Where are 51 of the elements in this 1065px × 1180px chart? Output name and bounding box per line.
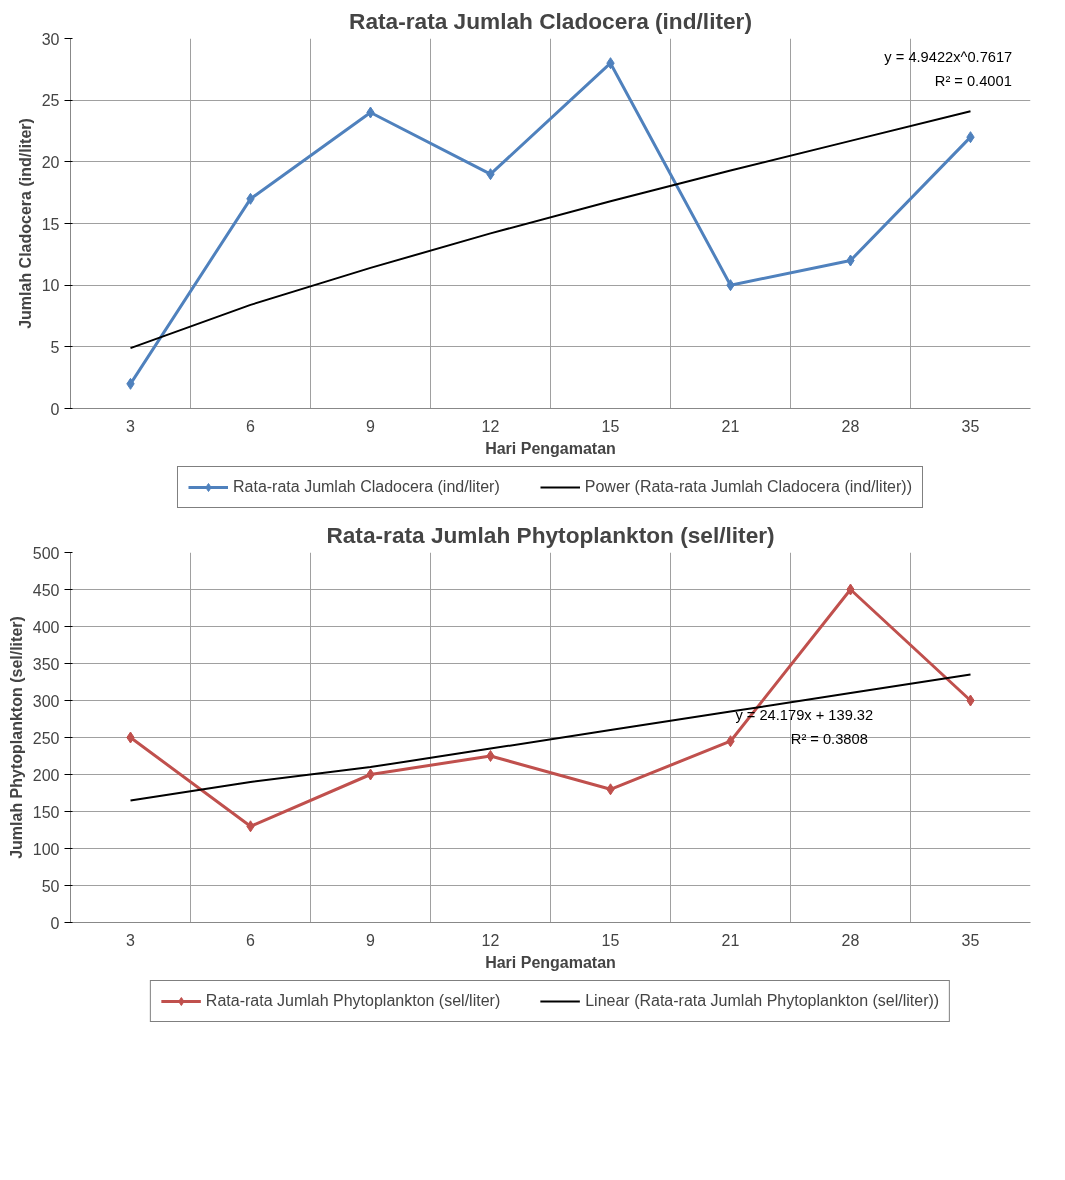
y-tick-label: 200 xyxy=(32,766,60,784)
y-tick-label: 15 xyxy=(41,215,60,233)
y-tick-label: 300 xyxy=(32,692,60,710)
annotation: y = 4.9422x^0.7617 xyxy=(884,49,1013,65)
y-tick-label: 10 xyxy=(41,277,60,295)
x-tick-label: 6 xyxy=(246,417,256,435)
point xyxy=(486,750,495,762)
x-tick-label: 21 xyxy=(721,417,740,435)
x-axis-title: Hari Pengamatan xyxy=(485,953,616,971)
x-tick-label: 3 xyxy=(126,931,136,949)
y-tick-label: 25 xyxy=(41,92,60,110)
line-series xyxy=(129,673,972,802)
y-tick-label: 30 xyxy=(41,30,60,48)
annotation: y = 24.179x + 139.32 xyxy=(735,707,874,724)
chart-title: Rata-rata Jumlah Phytoplankton (sel/liter) xyxy=(326,521,775,548)
x-tick-label: 28 xyxy=(841,931,860,949)
x-tick-label: 6 xyxy=(246,931,256,949)
x-tick-label: 15 xyxy=(601,417,620,435)
y-tick-label: 20 xyxy=(41,153,60,171)
y-tick-label: 350 xyxy=(32,655,60,673)
y-tick-label: 0 xyxy=(50,400,60,418)
x-tick-label: 35 xyxy=(961,417,980,435)
y-tick-label: 250 xyxy=(32,729,60,747)
x-tick-label: 12 xyxy=(481,931,500,949)
x-tick-label: 3 xyxy=(126,417,136,435)
legend-label: Linear (Rata-rata Jumlah Phytoplankton (sel/liter)) xyxy=(585,991,940,1010)
y-tick-label: 5 xyxy=(50,338,60,356)
x-axis-title: Hari Pengamatan xyxy=(485,439,616,457)
y-tick-label: 150 xyxy=(32,803,60,821)
x-tick-label: 12 xyxy=(481,417,500,435)
y-tick-label: 0 xyxy=(50,914,60,932)
y-tick-label: 450 xyxy=(32,581,60,599)
y-tick-label: 100 xyxy=(32,840,60,858)
x-tick-label: 9 xyxy=(366,931,376,949)
y-axis-title: Jumlah Phytoplankton (sel/liter) xyxy=(7,616,25,859)
annotation: R² = 0.3808 xyxy=(790,731,868,748)
annotation: R² = 0.4001 xyxy=(934,73,1012,89)
y-tick-label: 400 xyxy=(32,618,60,636)
legend-label: Rata-rata Jumlah Phytoplankton (sel/liter) xyxy=(205,991,501,1010)
x-tick-label: 35 xyxy=(961,931,980,949)
x-tick-label: 9 xyxy=(366,417,376,435)
y-tick-label: 50 xyxy=(41,877,60,895)
line-series xyxy=(129,110,972,350)
x-tick-label: 21 xyxy=(721,931,740,949)
x-tick-label: 15 xyxy=(601,931,620,949)
legend-label: Power (Rata-rata Jumlah Cladocera (ind/liter)) xyxy=(584,477,913,496)
x-tick-label: 28 xyxy=(841,417,860,435)
y-tick-label: 500 xyxy=(32,544,60,562)
y-axis-title: Jumlah Cladocera (ind/liter) xyxy=(16,118,34,329)
legend-label: Rata-rata Jumlah Cladocera (ind/liter) xyxy=(232,477,500,496)
chart-title: Rata-rata Jumlah Cladocera (ind/liter) xyxy=(349,7,752,34)
